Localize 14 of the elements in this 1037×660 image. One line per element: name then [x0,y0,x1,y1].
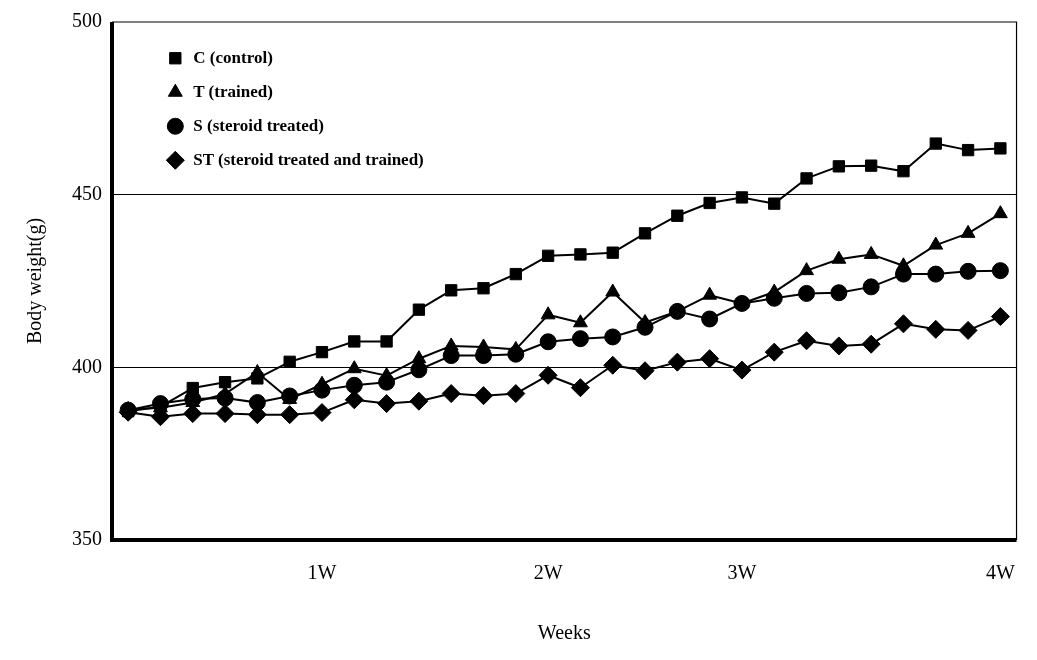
x-tick-label: 1W [307,561,337,584]
legend-label: C (control) [193,47,273,67]
legend-label: T (trained) [193,81,273,101]
y-tick-label: 350 [72,527,102,550]
x-tick-label: 4W [985,561,1015,584]
x-tick-label: 2W [533,561,563,584]
y-tick-label: 400 [72,354,102,377]
y-tick-label: 450 [72,181,102,204]
y-tick-label: 500 [72,9,102,32]
x-axis-title: Weeks [537,621,591,644]
legend-label: S (steroid treated) [193,115,324,135]
y-axis-title: Body weight(g) [23,217,47,345]
x-tick-label: 3W [727,561,757,584]
legend-label: ST (steroid treated and trained) [193,149,424,169]
